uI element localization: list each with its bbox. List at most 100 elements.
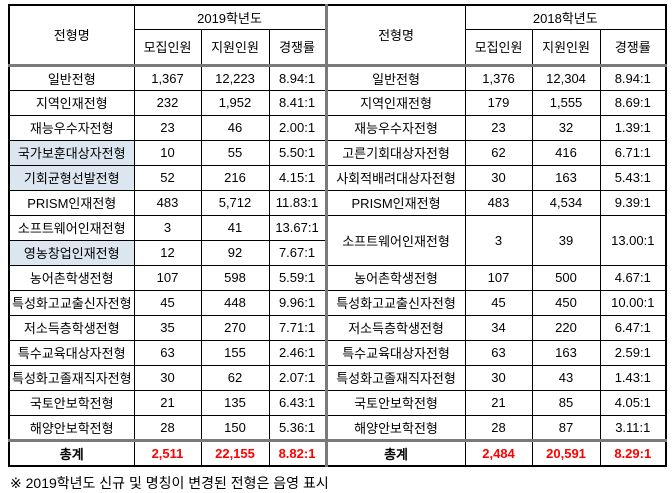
total-row: 총계 2,511 22,155 8.82:1 총계 2,484 20,591 8… bbox=[8, 438, 667, 467]
program-name-cell: 특성화고교출신자전형 bbox=[324, 289, 466, 316]
column-header-ratio-2019: 경쟁률 bbox=[268, 28, 328, 67]
ratio-cell: 5.43:1 bbox=[599, 164, 667, 191]
ratio-cell: 8.94:1 bbox=[268, 64, 328, 91]
applicants-cell: 416 bbox=[531, 139, 601, 166]
ratio-cell: 8.41:1 bbox=[268, 89, 328, 116]
ratio-cell: 5.36:1 bbox=[268, 414, 328, 441]
recruited-cell: 483 bbox=[133, 189, 202, 216]
ratio-cell: 1.39:1 bbox=[599, 114, 667, 141]
ratio-cell: 1.43:1 bbox=[599, 364, 667, 391]
applicants-cell: 32 bbox=[531, 114, 601, 141]
program-name-cell: 국토안보학전형 bbox=[324, 389, 466, 416]
ratio-cell: 7.67:1 bbox=[268, 239, 328, 266]
table-row: 국토안보학전형 21 135 6.43:1 국토안보학전형 21 85 4.05… bbox=[8, 389, 667, 416]
program-name-cell: 특수교육대상자전형 bbox=[8, 339, 135, 366]
applicants-cell: 39 bbox=[531, 214, 601, 266]
ratio-cell: 10.00:1 bbox=[599, 289, 667, 316]
table-row: PRISM인재전형 483 5,712 11.83:1 PRISM인재전형 48… bbox=[8, 189, 667, 216]
recruited-cell: 23 bbox=[133, 114, 202, 141]
program-name-cell: 일반전형 bbox=[8, 64, 135, 91]
column-header-program-name-2018: 전형명 bbox=[324, 4, 466, 67]
ratio-cell: 8.94:1 bbox=[599, 64, 667, 91]
applicants-cell: 62 bbox=[200, 364, 270, 391]
table-row: 저소득층학생전형 35 270 7.71:1 저소득층학생전형 34 220 6… bbox=[8, 314, 667, 341]
ratio-cell: 2.59:1 bbox=[599, 339, 667, 366]
program-name-cell: 재능우수자전형 bbox=[8, 114, 135, 141]
recruited-cell: 179 bbox=[464, 89, 533, 116]
recruited-cell: 30 bbox=[464, 364, 533, 391]
recruited-cell: 21 bbox=[133, 389, 202, 416]
applicants-cell: 448 bbox=[200, 289, 270, 316]
program-name-cell: 재능우수자전형 bbox=[324, 114, 466, 141]
ratio-cell: 4.67:1 bbox=[599, 264, 667, 291]
applicants-cell: 92 bbox=[200, 239, 270, 266]
admissions-comparison-table: 전형명 2019학년도 전형명 2018학년도 모집인원 지원인원 경쟁률 모집… bbox=[8, 4, 668, 467]
program-name-cell: 농어촌학생전형 bbox=[324, 264, 466, 291]
table-row: 소프트웨어인재전형 3 41 13.67:1 소프트웨어인재전형 3 39 13… bbox=[8, 214, 667, 266]
column-header-applicants-2018: 지원인원 bbox=[531, 28, 601, 67]
recruited-cell: 45 bbox=[464, 289, 533, 316]
table-row: 해양안보학전형 28 150 5.36:1 해양안보학전형 28 87 3.11… bbox=[8, 414, 667, 441]
applicants-cell: 155 bbox=[200, 339, 270, 366]
recruited-cell: 35 bbox=[133, 314, 202, 341]
program-name-cell: 고른기회대상자전형 bbox=[324, 139, 466, 166]
program-name-cell: 지역인재전형 bbox=[324, 89, 466, 116]
total-label-2019: 총계 bbox=[8, 438, 135, 467]
recruited-cell: 30 bbox=[464, 164, 533, 191]
applicants-cell: 85 bbox=[531, 389, 601, 416]
ratio-cell: 8.69:1 bbox=[599, 89, 667, 116]
table-row: 지역인재전형 232 1,952 8.41:1 지역인재전형 179 1,555… bbox=[8, 89, 667, 116]
recruited-cell: 45 bbox=[133, 289, 202, 316]
applicants-cell: 220 bbox=[531, 314, 601, 341]
applicants-cell: 598 bbox=[200, 264, 270, 291]
recruited-cell: 28 bbox=[133, 414, 202, 441]
column-header-ratio-2018: 경쟁률 bbox=[599, 28, 667, 67]
total-ratio-2018: 8.29:1 bbox=[599, 438, 667, 467]
applicants-cell: 1,555 bbox=[531, 89, 601, 116]
ratio-cell: 4.05:1 bbox=[599, 389, 667, 416]
applicants-cell: 12,223 bbox=[200, 64, 270, 91]
applicants-cell: 163 bbox=[531, 164, 601, 191]
recruited-cell: 10 bbox=[133, 139, 202, 166]
ratio-cell: 6.47:1 bbox=[599, 314, 667, 341]
table-row: 기회균형선발전형 52 216 4.15:1 사회적배려대상자전형 30 163… bbox=[8, 164, 667, 191]
program-name-cell: PRISM인재전형 bbox=[324, 189, 466, 216]
program-name-cell: PRISM인재전형 bbox=[8, 189, 135, 216]
ratio-cell: 2.00:1 bbox=[268, 114, 328, 141]
recruited-cell: 52 bbox=[133, 164, 202, 191]
recruited-cell: 3 bbox=[133, 214, 202, 241]
table-row: 국가보훈대상자전형 10 55 5.50:1 고른기회대상자전형 62 416 … bbox=[8, 139, 667, 166]
recruited-cell: 1,367 bbox=[133, 64, 202, 91]
program-name-cell: 해양안보학전형 bbox=[324, 414, 466, 441]
applicants-cell: 4,534 bbox=[531, 189, 601, 216]
recruited-cell: 12 bbox=[133, 239, 202, 266]
program-name-cell: 소프트웨어인재전형 bbox=[8, 214, 135, 241]
recruited-cell: 34 bbox=[464, 314, 533, 341]
program-name-cell: 특성화고졸재직자전형 bbox=[324, 364, 466, 391]
ratio-cell: 6.43:1 bbox=[268, 389, 328, 416]
recruited-cell: 63 bbox=[133, 339, 202, 366]
applicants-cell: 270 bbox=[200, 314, 270, 341]
ratio-cell: 5.50:1 bbox=[268, 139, 328, 166]
ratio-cell: 11.83:1 bbox=[268, 189, 328, 216]
recruited-cell: 483 bbox=[464, 189, 533, 216]
column-header-program-name-2019: 전형명 bbox=[8, 4, 135, 67]
program-name-cell: 일반전형 bbox=[324, 64, 466, 91]
table-row: 농어촌학생전형 107 598 5.59:1 농어촌학생전형 107 500 4… bbox=[8, 264, 667, 291]
applicants-cell: 500 bbox=[531, 264, 601, 291]
program-name-cell-merged: 소프트웨어인재전형 bbox=[324, 214, 466, 266]
ratio-cell: 13.00:1 bbox=[599, 214, 667, 266]
ratio-cell: 6.71:1 bbox=[599, 139, 667, 166]
program-name-cell: 지역인재전형 bbox=[8, 89, 135, 116]
column-header-recruited-2018: 모집인원 bbox=[464, 28, 533, 67]
applicants-cell: 450 bbox=[531, 289, 601, 316]
column-header-year-2018: 2018학년도 bbox=[464, 4, 667, 30]
total-ratio-2019: 8.82:1 bbox=[268, 438, 328, 467]
program-name-cell-shaded: 영농창업인재전형 bbox=[8, 239, 135, 266]
ratio-cell: 4.15:1 bbox=[268, 164, 328, 191]
total-applicants-2018: 20,591 bbox=[531, 438, 601, 467]
recruited-cell: 232 bbox=[133, 89, 202, 116]
recruited-cell: 23 bbox=[464, 114, 533, 141]
program-name-cell-shaded: 국가보훈대상자전형 bbox=[8, 139, 135, 166]
